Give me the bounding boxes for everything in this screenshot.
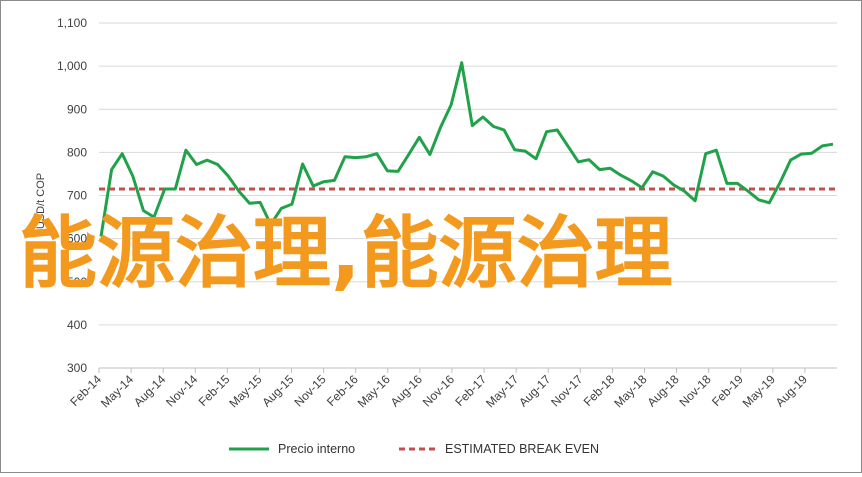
legend-label-break-even: ESTIMATED BREAK EVEN	[445, 442, 599, 456]
y-axis-ticks: 300 400 500 600 700 800 900 1,000 1,100	[57, 16, 87, 375]
y-tick-label: 300	[67, 361, 87, 375]
series-layer	[99, 61, 837, 237]
legend-label-precio-interno: Precio interno	[278, 442, 355, 456]
overlay-watermark-text: 能源治理,能源治理	[19, 209, 673, 299]
y-tick-label: 400	[67, 318, 87, 332]
x-tick-label: Aug-17	[516, 372, 553, 409]
x-tick-label: Feb-18	[581, 372, 618, 409]
x-tick-label: Feb-14	[67, 372, 104, 409]
y-axis-label: USD/t COP	[35, 173, 47, 229]
x-tick-label: Aug-15	[259, 372, 296, 409]
y-tick-label: 900	[67, 102, 87, 116]
x-tick-label: Feb-19	[709, 372, 746, 409]
x-tick-label: Nov-16	[420, 372, 457, 409]
grid-lines	[99, 22, 837, 369]
x-tick-label: May-19	[740, 372, 778, 410]
x-tick-label: Aug-16	[388, 372, 425, 409]
y-tick-label: 700	[67, 189, 87, 203]
x-tick-label: Nov-18	[677, 372, 714, 409]
x-tick-label: May-17	[483, 372, 521, 410]
precio-interno-line	[99, 61, 834, 237]
x-tick-label: Feb-17	[452, 372, 489, 409]
x-tick-label: Feb-16	[324, 372, 361, 409]
y-tick-label: 1,000	[57, 59, 87, 73]
y-tick-label: 800	[67, 145, 87, 159]
x-tick-label: May-15	[226, 372, 264, 410]
x-tick-label: Nov-14	[163, 372, 200, 409]
y-tick-label: 600	[67, 232, 87, 246]
x-tick-label: Aug-18	[644, 372, 681, 409]
legend: Precio interno ESTIMATED BREAK EVEN	[229, 442, 599, 456]
x-tick-label: Feb-15	[196, 372, 233, 409]
x-tick-label: Aug-19	[773, 372, 810, 409]
y-tick-label: 1,100	[57, 16, 87, 30]
x-tick-label: Aug-14	[131, 372, 168, 409]
x-tick-label: May-14	[98, 372, 136, 410]
x-tick-label: Nov-17	[548, 372, 585, 409]
x-tick-label: May-16	[355, 372, 393, 410]
x-tick-label: May-18	[611, 372, 649, 410]
y-tick-label: 500	[67, 275, 87, 289]
x-axis: Feb-14May-14Aug-14Nov-14Feb-15May-15Aug-…	[67, 367, 837, 410]
x-tick-label: Nov-15	[291, 372, 328, 409]
